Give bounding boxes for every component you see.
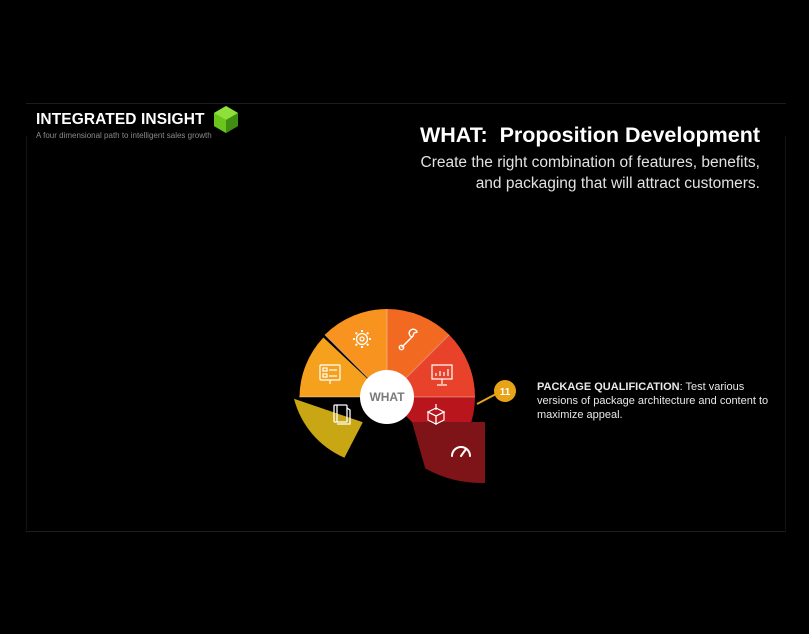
detail-description: PACKAGE QUALIFICATION: Test various vers…	[537, 380, 777, 422]
brand-subtitle: A four dimensional path to intelligent s…	[36, 131, 212, 140]
chart-presentation-icon	[431, 364, 453, 386]
wheel-center	[360, 370, 414, 424]
segment-book[interactable]	[294, 398, 363, 458]
step-number-label: 11	[500, 387, 511, 398]
brand-title: INTEGRATED INSIGHT	[36, 111, 205, 128]
gear-icon	[353, 330, 371, 348]
detail-text: : Test various versions of package archi…	[537, 381, 769, 421]
segment-speedometer[interactable]	[412, 422, 485, 484]
step-number-badge[interactable]	[494, 380, 516, 402]
slide-frame	[26, 103, 786, 532]
checklist-board-icon	[319, 364, 341, 384]
speedometer-icon	[451, 446, 471, 457]
wheel-center-label: WHAT	[369, 390, 405, 404]
detail-label: PACKAGE QUALIFICATION	[537, 381, 680, 393]
badge-connector	[476, 393, 497, 405]
slide-divider-left	[26, 136, 27, 530]
package-box-icon	[426, 404, 446, 425]
wrench-icon	[398, 328, 418, 351]
page-subtitle: Create the right combination of features…	[420, 154, 760, 192]
page-title: WHAT: Proposition Development	[419, 123, 760, 147]
cube-logo-icon	[214, 106, 238, 133]
book-icon	[333, 404, 351, 425]
brand-block: INTEGRATED INSIGHT A four dimensional pa…	[36, 111, 212, 141]
slide-divider-right	[785, 136, 786, 530]
